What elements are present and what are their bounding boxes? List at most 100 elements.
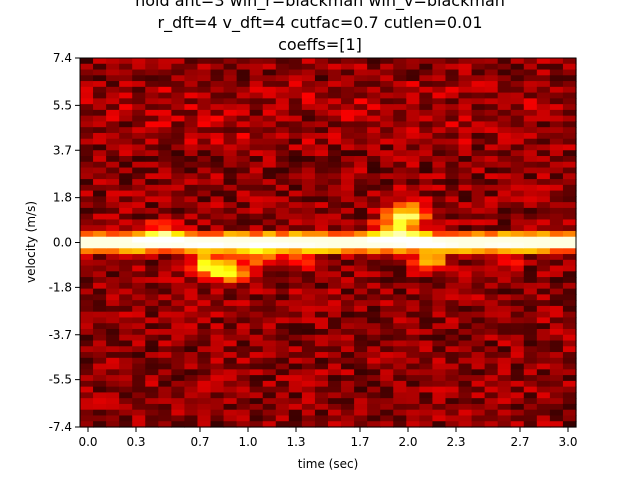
heatmap-cell xyxy=(484,380,499,388)
heatmap-cell xyxy=(184,81,199,88)
heatmap-cell xyxy=(171,104,186,111)
heatmap-cell xyxy=(354,173,368,180)
heatmap-cell xyxy=(184,305,199,313)
heatmap-cell xyxy=(145,104,159,111)
heatmap-cell xyxy=(275,271,290,278)
heatmap-cell xyxy=(119,138,133,146)
heatmap-cell xyxy=(445,230,460,238)
heatmap-cell xyxy=(132,409,146,417)
heatmap-cell xyxy=(432,63,447,71)
heatmap-cell xyxy=(275,288,290,295)
heatmap-cell xyxy=(471,415,486,422)
heatmap-cell xyxy=(367,115,381,123)
heatmap-cell xyxy=(328,409,342,417)
heatmap-cell xyxy=(262,340,277,347)
heatmap-cell xyxy=(93,242,107,249)
heatmap-cell xyxy=(406,403,420,411)
heatmap-cell xyxy=(393,346,407,353)
heatmap-cell xyxy=(510,271,525,278)
heatmap-cell xyxy=(393,184,407,192)
heatmap-cell xyxy=(145,242,159,249)
heatmap-cell xyxy=(262,173,277,180)
heatmap-cell xyxy=(275,242,290,249)
heatmap-cell xyxy=(197,132,212,140)
heatmap-cell xyxy=(301,167,316,174)
heatmap-cell xyxy=(471,277,486,284)
heatmap-cell xyxy=(223,288,238,295)
heatmap-cell xyxy=(536,334,551,342)
heatmap-cell xyxy=(445,386,460,394)
heatmap-cell xyxy=(432,346,447,353)
heatmap-cell xyxy=(367,207,381,215)
heatmap-cell xyxy=(262,75,277,82)
heatmap-cell xyxy=(367,277,381,284)
heatmap-cell xyxy=(471,317,486,324)
heatmap-cell xyxy=(275,282,290,290)
heatmap-cell xyxy=(497,138,512,146)
heatmap-cell xyxy=(328,81,342,88)
heatmap-cell xyxy=(249,132,264,140)
heatmap-cell xyxy=(301,173,316,180)
heatmap-cell xyxy=(393,259,407,267)
heatmap-cell xyxy=(549,300,564,307)
heatmap-cell xyxy=(419,375,434,382)
heatmap-cell xyxy=(301,179,316,186)
heatmap-cell xyxy=(106,242,120,249)
heatmap-cell xyxy=(406,69,420,76)
heatmap-cell xyxy=(80,300,94,307)
heatmap-cell xyxy=(536,230,551,238)
heatmap-cell xyxy=(275,363,290,370)
heatmap-cell xyxy=(406,328,420,336)
heatmap-cell xyxy=(275,392,290,399)
heatmap-cell xyxy=(223,248,238,255)
heatmap-cell xyxy=(549,254,564,261)
heatmap-cell xyxy=(354,184,368,192)
heatmap-cell xyxy=(301,248,316,255)
heatmap-cell xyxy=(80,81,94,88)
heatmap-cell xyxy=(80,357,94,365)
heatmap-cell xyxy=(328,115,342,123)
heatmap-cell xyxy=(301,86,316,94)
heatmap-cell xyxy=(328,334,342,342)
heatmap-cell xyxy=(80,132,94,140)
heatmap-cell xyxy=(197,92,212,99)
heatmap-cell xyxy=(536,92,551,99)
heatmap-cell xyxy=(132,179,146,186)
heatmap-cell xyxy=(510,63,525,71)
heatmap-cell xyxy=(288,403,303,411)
heatmap-cell xyxy=(236,86,251,94)
heatmap-cell xyxy=(549,323,564,330)
heatmap-cell xyxy=(523,202,538,209)
heatmap-cell xyxy=(80,277,94,284)
heatmap-cell xyxy=(223,357,238,365)
heatmap-cell xyxy=(132,127,146,134)
heatmap-cell xyxy=(288,300,303,307)
heatmap-cell xyxy=(380,109,394,117)
heatmap-cell xyxy=(262,63,277,71)
heatmap-cell xyxy=(236,58,251,65)
heatmap-cell xyxy=(419,346,434,353)
heatmap-cell xyxy=(406,190,420,197)
heatmap-cell xyxy=(223,81,238,88)
heatmap-cell xyxy=(536,421,551,428)
heatmap-cell xyxy=(184,179,199,186)
heatmap-cell xyxy=(93,415,107,422)
heatmap-cell xyxy=(132,323,146,330)
heatmap-cell xyxy=(184,311,199,319)
heatmap-cell xyxy=(288,184,303,192)
heatmap-cell xyxy=(93,305,107,313)
heatmap-cell xyxy=(549,75,564,82)
heatmap-cell xyxy=(158,317,172,324)
heatmap-cell xyxy=(93,86,107,94)
heatmap-cell xyxy=(288,357,303,365)
heatmap-cell xyxy=(458,167,473,174)
heatmap-cell xyxy=(93,132,107,140)
heatmap-cell xyxy=(328,196,342,203)
heatmap-cell xyxy=(106,294,120,301)
heatmap-cell xyxy=(301,92,316,99)
heatmap-cell xyxy=(119,236,133,244)
heatmap-cell xyxy=(223,421,238,428)
heatmap-cell xyxy=(223,317,238,324)
heatmap-cell xyxy=(314,196,329,203)
heatmap-cell xyxy=(262,242,277,249)
